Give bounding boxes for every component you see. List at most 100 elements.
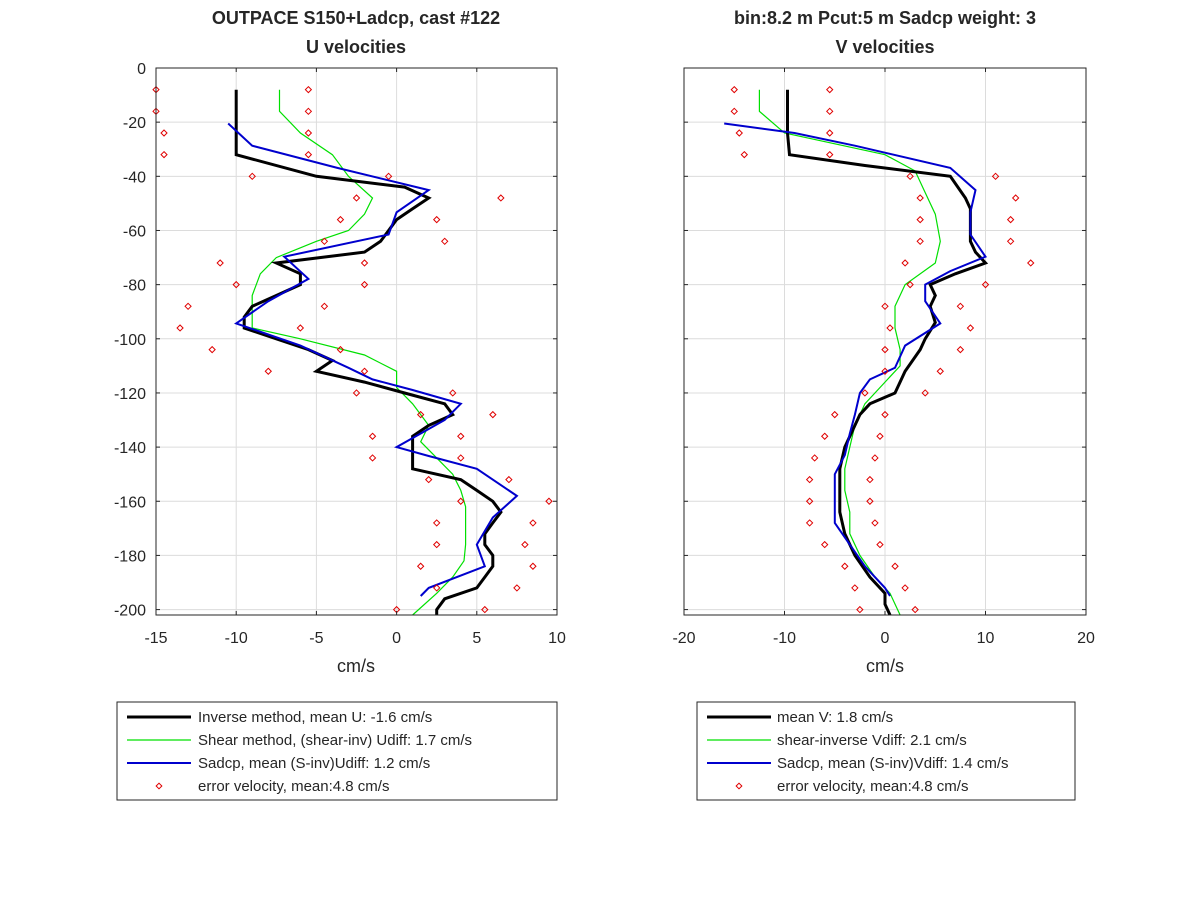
v-error-velocity-point — [820, 540, 829, 549]
v-x-tick-label: 20 — [1077, 630, 1095, 647]
u-series-inverse-line — [234, 89, 503, 615]
v-x-tick-label: -10 — [773, 630, 796, 647]
u-legend-entry-sadcp: Sadcp, mean (S-inv)Udiff: 1.2 cm/s — [198, 755, 430, 772]
u-y-tick-label: -100 — [114, 332, 146, 349]
u-error-velocity-point — [352, 194, 361, 202]
v-error-velocity-point — [826, 150, 834, 159]
u-error-velocity-point — [304, 85, 313, 94]
u-error-velocity-point — [304, 107, 313, 116]
u-error-velocity-point — [441, 237, 449, 246]
v-error-velocity-point — [1027, 259, 1035, 267]
u-panel-ticks: -15 -10 -5 0 5 10 0 -20 -40 -60 -80 -100 -120 -140 -16… — [114, 61, 566, 647]
u-error-velocity-point — [457, 497, 465, 505]
u-error-velocity-point — [360, 259, 369, 267]
v-x-tick-label: -20 — [672, 630, 695, 647]
u-error-velocity-point — [489, 410, 497, 419]
u-error-velocity-point — [497, 194, 505, 202]
u-error-velocity-point — [416, 562, 425, 570]
u-y-tick-label: -140 — [114, 440, 146, 457]
u-error-velocity-point — [320, 302, 329, 311]
u-x-tick-label: 5 — [472, 630, 481, 647]
u-y-tick-label: -20 — [123, 115, 146, 132]
v-legend-entry-shear: shear-inverse Vdiff: 2.1 cm/s — [777, 732, 967, 749]
u-error-velocity-point — [160, 129, 168, 137]
u-error-velocity-point — [432, 584, 441, 592]
u-error-velocity-point — [457, 432, 465, 440]
u-error-velocity-point — [384, 172, 393, 181]
v-x-tick-label: 0 — [881, 630, 890, 647]
u-error-velocity-point — [545, 497, 553, 505]
v-error-velocity-point — [936, 367, 944, 375]
v-error-velocity-point — [735, 129, 743, 137]
u-error-velocity-point — [304, 150, 313, 159]
v-error-velocity-point — [1006, 237, 1015, 246]
v-error-velocity-point — [826, 85, 834, 94]
v-error-velocity-point — [871, 519, 879, 527]
u-y-tick-label: -80 — [123, 278, 146, 295]
v-error-velocity-point — [740, 150, 749, 159]
u-x-tick-label: 0 — [392, 630, 401, 647]
u-y-tick-label: -180 — [114, 548, 146, 565]
v-error-velocity-point — [956, 345, 965, 354]
u-error-velocity-point — [248, 172, 256, 181]
v-series-error-velocity — [730, 85, 1035, 614]
u-panel-axes-box — [155, 67, 558, 616]
u-error-velocity-point — [296, 324, 305, 332]
u-error-velocity-point — [481, 605, 489, 614]
v-error-velocity-point — [916, 237, 924, 246]
v-error-velocity-point — [866, 475, 874, 484]
u-y-tick-label: -40 — [123, 169, 146, 186]
u-error-velocity-point — [368, 454, 377, 462]
u-panel-legend: Inverse method, mean U: -1.6 cm/s Shear … — [116, 701, 558, 801]
u-series-sadcp-line — [227, 122, 519, 597]
v-error-velocity-point — [1006, 215, 1015, 224]
u-series-error-velocity — [152, 85, 553, 614]
u-error-velocity-point — [304, 129, 313, 137]
v-error-velocity-point — [826, 107, 834, 116]
v-panel-title-line-1: bin:8.2 m Pcut:5 m Sadcp weight: 3 — [734, 8, 1036, 28]
u-error-velocity-point — [216, 259, 224, 267]
v-panel-ticks: -20 -10 0 10 20 — [672, 67, 1095, 647]
v-error-velocity-point — [831, 410, 839, 419]
v-legend-swatch-error — [735, 782, 743, 790]
v-error-velocity-point — [805, 475, 814, 484]
u-legend-entry-shear: Shear method, (shear-inv) Udiff: 1.7 cm/… — [198, 732, 472, 749]
u-error-velocity-point — [208, 345, 216, 354]
v-error-velocity-point — [891, 562, 899, 570]
u-error-velocity-point — [432, 215, 441, 224]
v-legend-entry-error: error velocity, mean:4.8 cm/s — [777, 778, 968, 795]
u-legend-entry-inverse: Inverse method, mean U: -1.6 cm/s — [198, 709, 432, 726]
v-error-velocity-point — [871, 454, 879, 462]
v-error-velocity-point — [916, 194, 924, 202]
u-error-velocity-point — [320, 237, 329, 246]
v-error-velocity-point — [876, 432, 884, 440]
u-panel-x-axis-label: cm/s — [337, 656, 375, 676]
u-velocity-panel: OUTPACE S150+Ladcp, cast #122 U velociti… — [114, 8, 566, 801]
v-x-tick-label: 10 — [977, 630, 995, 647]
u-error-velocity-point — [457, 454, 465, 462]
v-error-velocity-point — [916, 215, 924, 224]
u-y-tick-label: -60 — [123, 223, 146, 240]
u-error-velocity-point — [184, 302, 192, 311]
u-error-velocity-point — [336, 215, 345, 224]
v-series-sadcp-line — [724, 122, 988, 597]
u-y-tick-label: -200 — [114, 603, 146, 620]
v-error-velocity-point — [851, 584, 859, 592]
v-series-shear-line — [758, 89, 941, 616]
u-error-velocity-point — [505, 475, 513, 484]
v-error-velocity-point — [901, 259, 909, 267]
u-error-velocity-point — [176, 324, 184, 332]
v-error-velocity-point — [901, 584, 909, 592]
v-error-velocity-point — [966, 324, 975, 332]
v-error-velocity-point — [730, 85, 738, 94]
v-legend-entry-sadcp: Sadcp, mean (S-inv)Vdiff: 1.4 cm/s — [777, 755, 1008, 772]
v-error-velocity-point — [805, 497, 814, 505]
u-y-tick-label: -120 — [114, 386, 146, 403]
v-error-velocity-point — [841, 562, 849, 570]
v-error-velocity-point — [881, 410, 889, 419]
u-panel-title-line-2: U velocities — [306, 37, 406, 57]
u-error-velocity-point — [432, 540, 441, 549]
u-y-tick-label: 0 — [137, 61, 146, 78]
v-error-velocity-point — [881, 302, 889, 311]
v-velocity-panel: bin:8.2 m Pcut:5 m Sadcp weight: 3 V vel… — [672, 8, 1095, 801]
